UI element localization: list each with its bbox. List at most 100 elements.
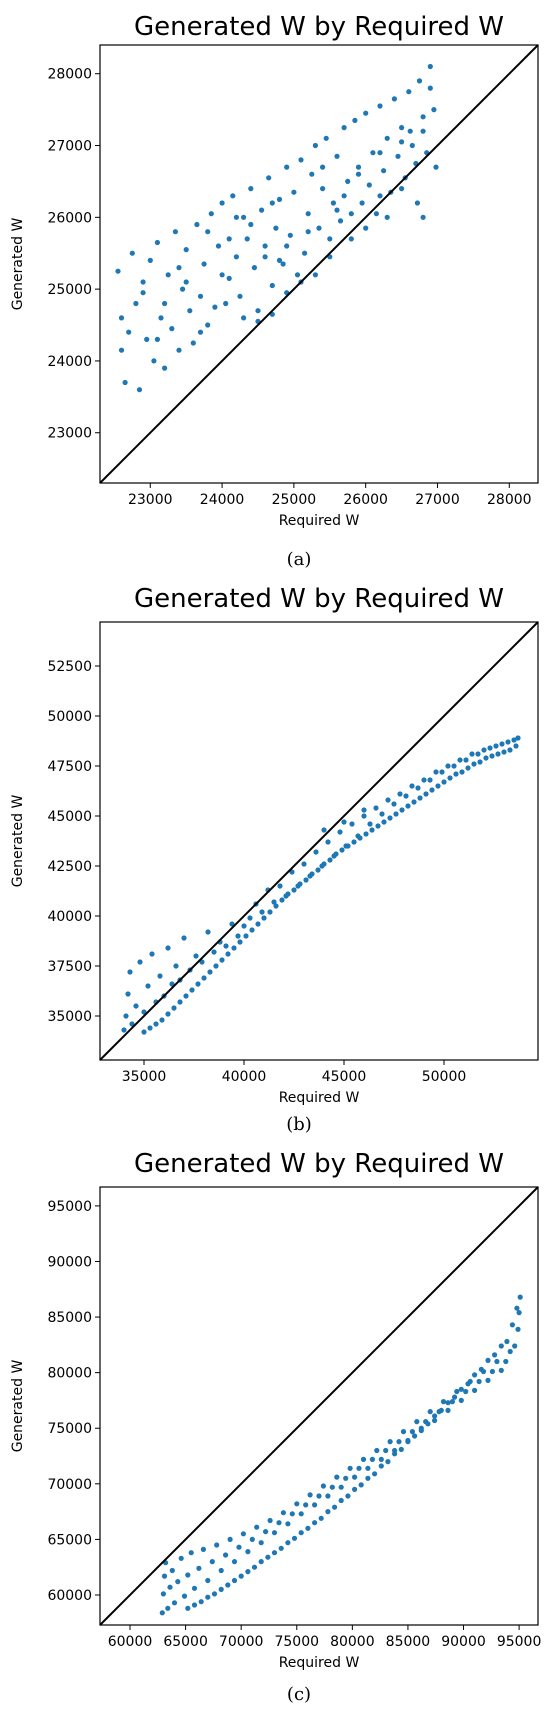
data-point bbox=[472, 1372, 478, 1378]
data-point bbox=[360, 1456, 367, 1462]
data-point bbox=[285, 1540, 291, 1546]
data-point bbox=[153, 1021, 159, 1027]
data-point bbox=[294, 1501, 300, 1507]
data-point bbox=[414, 200, 420, 206]
data-point bbox=[189, 987, 195, 993]
data-point bbox=[400, 1429, 407, 1435]
data-point bbox=[191, 1602, 198, 1608]
x-tick-label: 35000 bbox=[122, 1069, 167, 1085]
data-point bbox=[262, 254, 268, 260]
data-point bbox=[201, 261, 207, 267]
data-point bbox=[244, 236, 250, 242]
data-point bbox=[154, 239, 160, 246]
data-point bbox=[212, 304, 218, 310]
data-point bbox=[416, 78, 423, 84]
data-point bbox=[291, 887, 297, 893]
data-point bbox=[171, 1005, 177, 1011]
data-point bbox=[418, 1425, 424, 1431]
data-point bbox=[454, 1388, 460, 1395]
data-point bbox=[477, 759, 483, 765]
data-point bbox=[172, 229, 178, 235]
data-point bbox=[160, 1591, 166, 1597]
panel-caption: (a) bbox=[287, 549, 312, 570]
data-point bbox=[432, 1417, 438, 1424]
data-point bbox=[273, 225, 279, 231]
data-point bbox=[118, 315, 125, 321]
data-point bbox=[149, 951, 155, 957]
data-point bbox=[313, 849, 319, 855]
x-tick-label: 50000 bbox=[422, 1069, 467, 1085]
data-point bbox=[118, 347, 125, 353]
data-point bbox=[352, 1474, 358, 1480]
data-point bbox=[409, 142, 415, 149]
x-tick-label: 90000 bbox=[441, 1634, 486, 1650]
data-point bbox=[361, 813, 367, 819]
data-point bbox=[254, 1524, 260, 1530]
data-point bbox=[215, 243, 222, 249]
data-point bbox=[334, 207, 340, 213]
data-point bbox=[395, 153, 401, 159]
data-point bbox=[427, 63, 433, 70]
data-point bbox=[452, 1394, 458, 1400]
data-point bbox=[429, 787, 435, 793]
data-point bbox=[267, 909, 273, 915]
data-point bbox=[465, 765, 471, 771]
data-point bbox=[385, 1459, 391, 1465]
data-point bbox=[273, 903, 279, 909]
data-point bbox=[187, 308, 193, 314]
data-point bbox=[122, 379, 128, 386]
data-point bbox=[355, 171, 362, 177]
chart-title: Generated W by Required W bbox=[134, 12, 504, 42]
data-point bbox=[325, 1509, 331, 1515]
data-point bbox=[399, 186, 405, 192]
data-point bbox=[291, 1535, 298, 1541]
data-point bbox=[516, 1310, 522, 1316]
y-tick-label: 52500 bbox=[47, 659, 92, 675]
data-point bbox=[271, 899, 277, 905]
data-point bbox=[351, 839, 357, 845]
data-point bbox=[147, 257, 153, 263]
data-point bbox=[237, 939, 243, 945]
data-point bbox=[447, 775, 453, 781]
y-tick-label: 23000 bbox=[47, 426, 92, 442]
data-point bbox=[463, 757, 469, 763]
data-point bbox=[385, 797, 391, 803]
data-point bbox=[347, 1465, 353, 1471]
data-point bbox=[305, 211, 311, 217]
data-point bbox=[329, 1484, 335, 1490]
data-point bbox=[445, 1400, 451, 1406]
data-point bbox=[409, 783, 415, 789]
data-point bbox=[235, 933, 241, 939]
data-point bbox=[425, 1421, 431, 1427]
data-point bbox=[323, 135, 329, 141]
data-point bbox=[263, 1529, 269, 1535]
data-point bbox=[231, 1559, 238, 1565]
data-point bbox=[183, 247, 189, 253]
data-point bbox=[435, 783, 441, 789]
data-point bbox=[352, 1486, 358, 1492]
panel-caption: (b) bbox=[286, 1114, 312, 1135]
data-point bbox=[489, 1368, 495, 1375]
y-tick-label: 95000 bbox=[47, 1199, 92, 1215]
data-point bbox=[463, 1388, 469, 1395]
data-point bbox=[312, 1502, 318, 1508]
plot-frame bbox=[99, 621, 539, 1061]
y-tick-label: 60000 bbox=[47, 1588, 92, 1604]
y-tick-label: 42500 bbox=[47, 859, 92, 875]
x-tick-label: 28000 bbox=[487, 492, 532, 508]
data-point bbox=[377, 103, 383, 109]
data-point bbox=[285, 1521, 291, 1527]
data-point bbox=[162, 300, 168, 307]
data-point bbox=[271, 1550, 278, 1556]
data-point bbox=[209, 1559, 215, 1565]
data-point bbox=[409, 1429, 415, 1435]
data-point bbox=[514, 1305, 520, 1311]
x-tick-label: 60000 bbox=[108, 1634, 153, 1650]
panel-caption: (c) bbox=[287, 1684, 311, 1705]
data-point bbox=[365, 1475, 371, 1481]
data-point bbox=[231, 945, 237, 951]
data-points bbox=[115, 63, 439, 393]
chart-panel-3: Generated W by Required W 60000 65000 70000… bbox=[10, 1149, 541, 1705]
plot-frame bbox=[99, 1186, 539, 1626]
x-tick-label: 85000 bbox=[386, 1634, 431, 1650]
